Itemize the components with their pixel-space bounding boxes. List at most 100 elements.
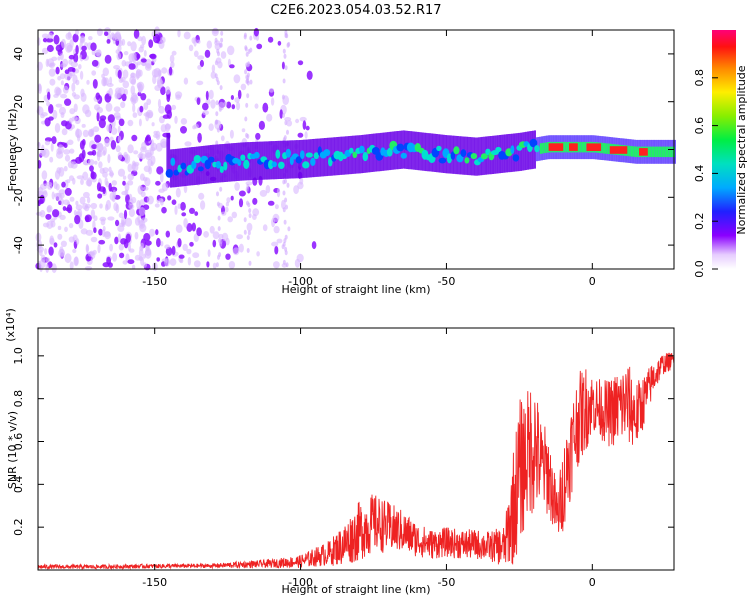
noise-speck <box>41 170 48 180</box>
noise-speck <box>211 64 216 73</box>
noise-speck <box>119 252 125 259</box>
signal-core <box>661 146 664 158</box>
signal-core <box>658 146 661 158</box>
noise-speck <box>214 119 218 125</box>
noise-speck <box>283 238 287 244</box>
noise-speck <box>246 222 253 232</box>
noise-speck <box>282 259 286 265</box>
noise-speck <box>248 208 252 214</box>
noise-speck <box>94 160 98 165</box>
noise-speck <box>54 123 61 133</box>
noise-speck <box>166 94 171 103</box>
noise-speck <box>46 37 54 43</box>
signal-core <box>337 151 344 162</box>
y-tick-label: -40 <box>12 236 25 254</box>
signal-core <box>670 146 673 158</box>
noise-speck <box>45 58 49 68</box>
noise-speck <box>131 162 139 172</box>
noise-speck <box>45 213 52 220</box>
signal-envelope <box>250 142 253 181</box>
noise-speck <box>108 87 113 97</box>
noise-speck <box>202 102 209 111</box>
signal-core <box>654 146 657 158</box>
noise-speck <box>90 236 98 243</box>
noise-speck <box>299 116 307 122</box>
noise-speck <box>95 92 101 100</box>
signal-envelope <box>523 132 526 171</box>
signal-core <box>495 146 502 153</box>
signal-envelope <box>455 135 458 175</box>
noise-speck <box>282 113 285 118</box>
signal-envelope <box>439 134 442 173</box>
signal-core <box>470 153 478 160</box>
noise-speck <box>127 41 132 47</box>
noise-speck <box>228 261 236 269</box>
noise-speck <box>127 173 135 181</box>
noise-speck <box>96 106 103 114</box>
noise-speck <box>286 182 290 188</box>
noise-speck <box>183 183 188 194</box>
noise-speck <box>90 171 97 180</box>
colorbar: 0.0 0.2 0.4 0.6 0.8 Normalized spectral ampl… <box>693 30 748 278</box>
noise-speck <box>207 249 211 257</box>
noise-speck <box>91 70 97 76</box>
noise-speck <box>256 43 263 50</box>
noise-speck <box>285 33 289 39</box>
noise-speck <box>61 128 68 136</box>
signal-core <box>278 161 285 169</box>
noise-speck <box>282 78 286 84</box>
noise-speck <box>183 218 188 228</box>
noise-speck <box>226 197 231 203</box>
noise-speck <box>109 170 114 178</box>
noise-speck <box>57 56 61 61</box>
signal-core <box>579 141 582 153</box>
noise-speck <box>184 141 192 147</box>
noise-speck <box>117 233 121 243</box>
noise-speck <box>62 85 69 94</box>
noise-speck <box>75 200 79 206</box>
signal-core <box>237 159 242 167</box>
noise-speck <box>216 191 219 197</box>
noise-speck <box>253 27 259 37</box>
signal-envelope <box>203 145 206 184</box>
noise-speck <box>123 209 128 220</box>
noise-speck <box>65 42 73 53</box>
noise-speck <box>246 248 250 253</box>
noise-speck <box>157 79 164 89</box>
signal-core <box>647 146 650 158</box>
noise-speck <box>134 217 140 226</box>
noise-speck <box>182 243 188 251</box>
noise-speck <box>218 233 224 239</box>
noise-speck <box>68 117 73 124</box>
noise-speck <box>97 244 101 254</box>
noise-speck <box>180 126 187 134</box>
noise-speck <box>238 243 244 253</box>
signal-core <box>396 143 405 152</box>
noise-speck <box>237 89 242 100</box>
signal-core <box>577 141 580 153</box>
noise-speck <box>50 142 54 152</box>
noise-speck <box>186 248 192 255</box>
noise-speck <box>83 191 90 199</box>
noise-speck <box>49 235 54 245</box>
noise-speck <box>297 60 304 66</box>
noise-speck <box>302 120 307 130</box>
signal-core <box>386 147 393 157</box>
noise-speck <box>297 132 304 138</box>
noise-speck <box>282 179 286 185</box>
signal-envelope <box>358 135 361 174</box>
noise-speck <box>165 230 170 238</box>
noise-speck <box>52 109 58 120</box>
noise-speck <box>255 132 261 140</box>
noise-speck <box>281 94 285 100</box>
noise-speck <box>281 199 286 210</box>
noise-speck <box>155 229 159 236</box>
noise-speck <box>113 112 121 119</box>
noise-speck <box>196 80 204 86</box>
noise-speck <box>62 199 70 205</box>
noise-speck <box>284 246 288 252</box>
noise-speck <box>105 199 111 210</box>
noise-speck <box>108 182 112 192</box>
noise-speck <box>49 78 56 86</box>
noise-speck <box>72 33 79 43</box>
